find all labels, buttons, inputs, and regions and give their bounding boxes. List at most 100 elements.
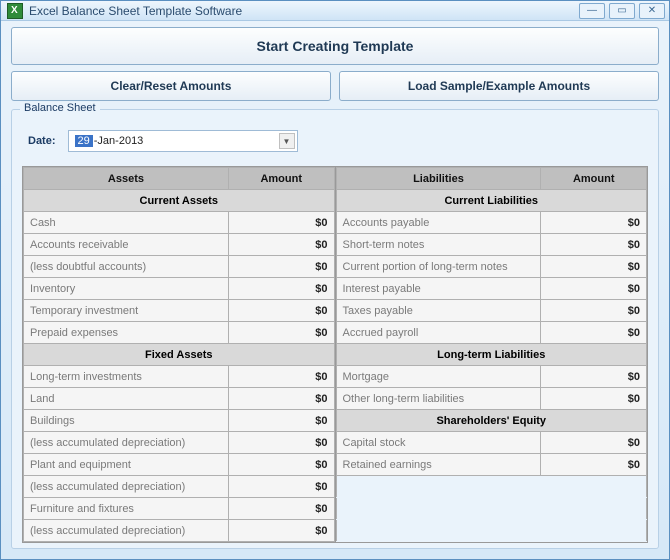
empty-row [336, 498, 647, 520]
window-title: Excel Balance Sheet Template Software [29, 4, 579, 18]
row-amount[interactable]: $0 [228, 322, 334, 344]
table-row: Plant and equipment$0 [24, 454, 335, 476]
table-row: Other long-term liabilities$0 [336, 388, 647, 410]
excel-icon [7, 3, 23, 19]
row-name: Long-term investments [24, 366, 229, 388]
row-name: Inventory [24, 278, 229, 300]
row-amount[interactable]: $0 [228, 410, 334, 432]
row-amount[interactable]: $0 [228, 300, 334, 322]
row-name: Buildings [24, 410, 229, 432]
date-day: 29 [75, 135, 93, 147]
date-picker[interactable]: 29 -Jan-2013 ▼ [68, 130, 298, 152]
row-name: Interest payable [336, 278, 541, 300]
table-row: Current portion of long-term notes$0 [336, 256, 647, 278]
amount-header-2: Amount [541, 168, 647, 190]
window-controls: — ▭ ✕ [579, 3, 665, 19]
empty-row [336, 520, 647, 542]
table-row: Short-term notes$0 [336, 234, 647, 256]
current-liabilities-section: Current Liabilities [336, 190, 647, 212]
row-name: Taxes payable [336, 300, 541, 322]
load-sample-amounts-button[interactable]: Load Sample/Example Amounts [339, 71, 659, 101]
table-row: (less accumulated depreciation)$0 [24, 476, 335, 498]
table-row: Retained earnings$0 [336, 454, 647, 476]
row-amount[interactable]: $0 [541, 278, 647, 300]
date-rest: -Jan-2013 [94, 135, 144, 147]
table-row: Long-term investments$0 [24, 366, 335, 388]
row-name: Short-term notes [336, 234, 541, 256]
close-button[interactable]: ✕ [639, 3, 665, 19]
group-legend: Balance Sheet [20, 102, 100, 114]
titlebar[interactable]: Excel Balance Sheet Template Software — … [1, 1, 669, 21]
row-amount[interactable]: $0 [541, 432, 647, 454]
row-name: Accounts payable [336, 212, 541, 234]
balance-sheet-group: Balance Sheet Date: 29 -Jan-2013 ▼ Asset… [11, 109, 659, 549]
row-name: Furniture and fixtures [24, 498, 229, 520]
amount-header: Amount [228, 168, 334, 190]
row-name: Accrued payroll [336, 322, 541, 344]
row-amount[interactable]: $0 [541, 366, 647, 388]
row-amount[interactable]: $0 [228, 256, 334, 278]
shareholders-equity-section: Shareholders' Equity [336, 410, 647, 432]
row-name: (less accumulated depreciation) [24, 476, 229, 498]
table-row: Interest payable$0 [336, 278, 647, 300]
clear-reset-amounts-button[interactable]: Clear/Reset Amounts [11, 71, 331, 101]
row-amount[interactable]: $0 [541, 322, 647, 344]
table-row: Taxes payable$0 [336, 300, 647, 322]
row-amount[interactable]: $0 [541, 300, 647, 322]
button-row: Clear/Reset Amounts Load Sample/Example … [11, 71, 659, 101]
table-row: Capital stock$0 [336, 432, 647, 454]
row-amount[interactable]: $0 [541, 212, 647, 234]
liabilities-column: Liabilities Amount Current Liabilities A… [336, 166, 649, 543]
table-row: Temporary investment$0 [24, 300, 335, 322]
date-row: Date: 29 -Jan-2013 ▼ [28, 130, 648, 152]
row-name: Mortgage [336, 366, 541, 388]
row-name: Retained earnings [336, 454, 541, 476]
row-amount[interactable]: $0 [541, 234, 647, 256]
row-name: Temporary investment [24, 300, 229, 322]
row-name: (less doubtful accounts) [24, 256, 229, 278]
table-row: Accounts payable$0 [336, 212, 647, 234]
row-amount[interactable]: $0 [228, 388, 334, 410]
table-row: Accounts receivable$0 [24, 234, 335, 256]
row-amount[interactable]: $0 [228, 212, 334, 234]
row-amount[interactable]: $0 [541, 256, 647, 278]
row-amount[interactable]: $0 [228, 432, 334, 454]
long-term-liabilities-section: Long-term Liabilities [336, 344, 647, 366]
minimize-button[interactable]: — [579, 3, 605, 19]
maximize-button[interactable]: ▭ [609, 3, 635, 19]
row-name: Capital stock [336, 432, 541, 454]
row-amount[interactable]: $0 [228, 454, 334, 476]
table-row: (less doubtful accounts)$0 [24, 256, 335, 278]
row-name: Accounts receivable [24, 234, 229, 256]
table-row: Land$0 [24, 388, 335, 410]
row-amount[interactable]: $0 [541, 454, 647, 476]
empty-row [336, 476, 647, 498]
row-name: Current portion of long-term notes [336, 256, 541, 278]
row-name: Other long-term liabilities [336, 388, 541, 410]
table-row: Prepaid expenses$0 [24, 322, 335, 344]
assets-header: Assets [24, 168, 229, 190]
table-row: Inventory$0 [24, 278, 335, 300]
table-row: (less accumulated depreciation)$0 [24, 432, 335, 454]
table-row: Cash$0 [24, 212, 335, 234]
app-window: Excel Balance Sheet Template Software — … [0, 0, 670, 560]
row-name: Plant and equipment [24, 454, 229, 476]
row-name: Cash [24, 212, 229, 234]
table-row: Mortgage$0 [336, 366, 647, 388]
row-amount[interactable]: $0 [228, 498, 334, 520]
row-amount[interactable]: $0 [541, 388, 647, 410]
row-amount[interactable]: $0 [228, 234, 334, 256]
row-amount[interactable]: $0 [228, 476, 334, 498]
start-creating-template-button[interactable]: Start Creating Template [11, 27, 659, 65]
chevron-down-icon[interactable]: ▼ [279, 133, 295, 149]
row-amount[interactable]: $0 [228, 366, 334, 388]
balance-sheet-table: Assets Amount Current Assets Cash$0Accou… [22, 166, 648, 543]
row-name: Prepaid expenses [24, 322, 229, 344]
assets-column: Assets Amount Current Assets Cash$0Accou… [22, 166, 336, 543]
row-amount[interactable]: $0 [228, 278, 334, 300]
row-name: (less accumulated depreciation) [24, 432, 229, 454]
liabilities-header: Liabilities [336, 168, 541, 190]
table-row: Accrued payroll$0 [336, 322, 647, 344]
row-amount[interactable]: $0 [228, 520, 334, 542]
fixed-assets-section: Fixed Assets [24, 344, 335, 366]
